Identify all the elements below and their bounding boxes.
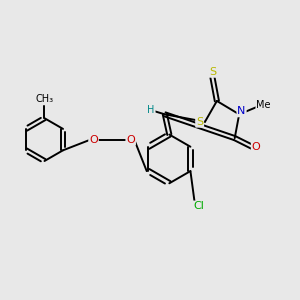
Text: O: O <box>252 142 260 152</box>
Text: O: O <box>89 135 98 145</box>
Text: O: O <box>126 135 135 145</box>
Text: CH₃: CH₃ <box>35 94 53 104</box>
Text: Me: Me <box>256 100 271 110</box>
Text: N: N <box>237 106 246 116</box>
Text: S: S <box>196 117 203 127</box>
Text: S: S <box>209 67 217 77</box>
Text: Cl: Cl <box>193 202 204 212</box>
Text: H: H <box>147 105 155 115</box>
